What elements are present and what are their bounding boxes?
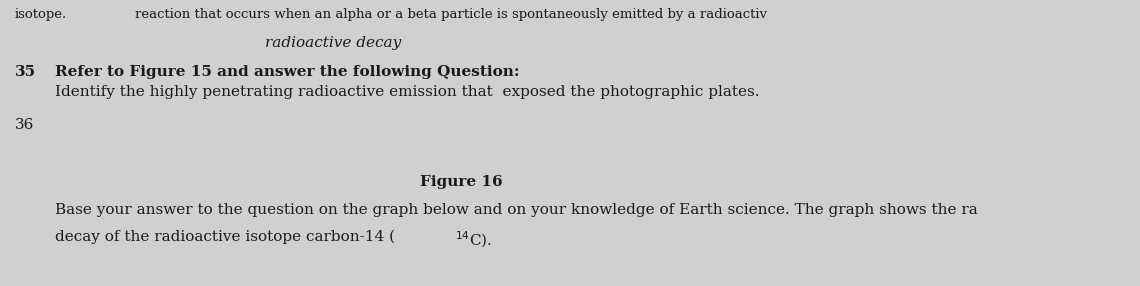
Text: 35: 35 [15,65,36,79]
Text: Refer to Figure 15 and answer the following Question:: Refer to Figure 15 and answer the follow… [55,65,520,79]
Text: Figure 16: Figure 16 [420,175,503,189]
Text: decay of the radioactive isotope carbon-14 (: decay of the radioactive isotope carbon-… [55,230,396,245]
Text: Identify the highly penetrating radioactive emission that  exposed the photograp: Identify the highly penetrating radioact… [55,85,759,99]
Text: 36: 36 [15,118,34,132]
Text: $^{14}$C).: $^{14}$C). [455,230,492,250]
Text: Base your answer to the question on the graph below and on your knowledge of Ear: Base your answer to the question on the … [55,203,978,217]
Text: isotope.: isotope. [15,8,67,21]
Text: radioactive decay: radioactive decay [264,36,401,50]
Text: reaction that occurs when an alpha or a beta particle is spontaneously emitted b: reaction that occurs when an alpha or a … [135,8,767,21]
